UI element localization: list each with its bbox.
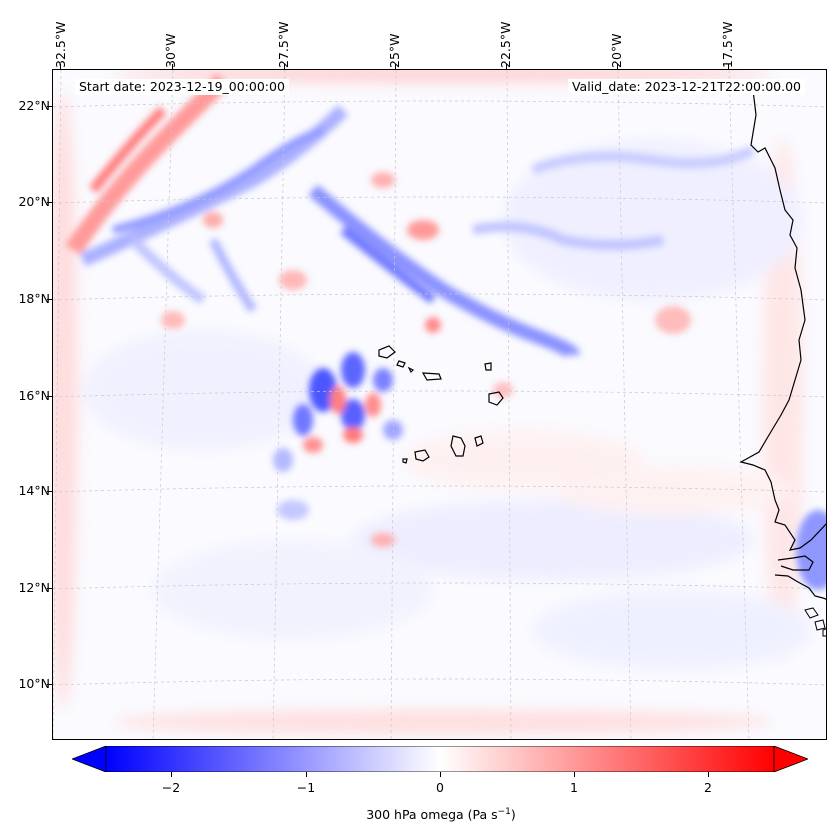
- lon-tick: [728, 64, 729, 69]
- valid-date-label: Valid_date: 2023-12-21T22:00:00.00: [567, 79, 805, 95]
- lon-tick: [172, 64, 173, 69]
- colorbar-tick-label-2: 2: [704, 780, 712, 795]
- colorbar-tick: [440, 772, 441, 777]
- lat-label-18n: 18°N: [18, 291, 50, 306]
- lon-tick: [60, 64, 61, 69]
- lat-tick: [47, 491, 52, 492]
- lat-label-10n: 10°N: [18, 676, 50, 691]
- lat-tick: [47, 588, 52, 589]
- lon-label-20w: 20°W: [609, 33, 624, 68]
- cape-verde-islands: [378, 345, 504, 464]
- bissagos-islands: [804, 607, 826, 637]
- lat-label-12n: 12°N: [18, 580, 50, 595]
- map-panel[interactable]: Start date: 2023-12-19_00:00:00 Valid_da…: [52, 69, 827, 740]
- colorbar-tick-label-1: 1: [570, 780, 578, 795]
- field-features: [65, 73, 826, 590]
- field-broad: [53, 70, 813, 734]
- lon-tick: [617, 64, 618, 69]
- colorbar-label: 300 hPa omega (Pa s−1): [0, 807, 837, 822]
- gambia-coast: [777, 555, 814, 571]
- lat-tick: [47, 684, 52, 685]
- lon-tick: [395, 64, 396, 69]
- lon-label-27-5w: 27.5°W: [276, 21, 291, 68]
- lat-tick: [47, 299, 52, 300]
- graticule: [53, 70, 826, 739]
- start-date-label: Start date: 2023-12-19_00:00:00: [75, 79, 289, 95]
- colorbar-min-extend: [72, 746, 107, 772]
- lon-label-30w: 30°W: [163, 33, 178, 68]
- colorbar-tick-label-neg2: −2: [161, 780, 181, 795]
- lon-tick: [284, 64, 285, 69]
- lat-tick: [47, 106, 52, 107]
- colorbar-tick: [171, 772, 172, 777]
- colorbar-tick-label-0: 0: [436, 780, 444, 795]
- colorbar-label-text: 300 hPa omega (Pa s: [366, 807, 498, 823]
- lon-label-32-5w: 32.5°W: [53, 21, 68, 68]
- lat-label-20n: 20°N: [18, 194, 50, 209]
- lat-tick: [47, 396, 52, 397]
- lon-label-25w: 25°W: [387, 33, 402, 68]
- colorbar-label-exponent: −1: [497, 807, 511, 817]
- colorbar-max-extend: [773, 746, 808, 772]
- colorbar-tick: [306, 772, 307, 777]
- lat-label-22n: 22°N: [18, 98, 50, 113]
- lat-label-14n: 14°N: [18, 483, 50, 498]
- lon-label-17-5w: 17.5°W: [720, 21, 735, 68]
- colorbar-label-end: ): [510, 807, 516, 823]
- lon-tick: [506, 64, 507, 69]
- colorbar-tick: [574, 772, 575, 777]
- lat-tick: [47, 202, 52, 203]
- colorbar-tick-label-neg1: −1: [296, 780, 316, 795]
- omega-field-map: [53, 70, 826, 739]
- lon-label-22-5w: 22.5°W: [498, 21, 513, 68]
- lat-label-16n: 16°N: [18, 388, 50, 403]
- colorbar: [72, 746, 808, 772]
- colorbar-body: [105, 746, 775, 772]
- african-coastline: [739, 89, 826, 551]
- guinea-bissau-coast: [774, 574, 826, 600]
- colorbar-tick: [708, 772, 709, 777]
